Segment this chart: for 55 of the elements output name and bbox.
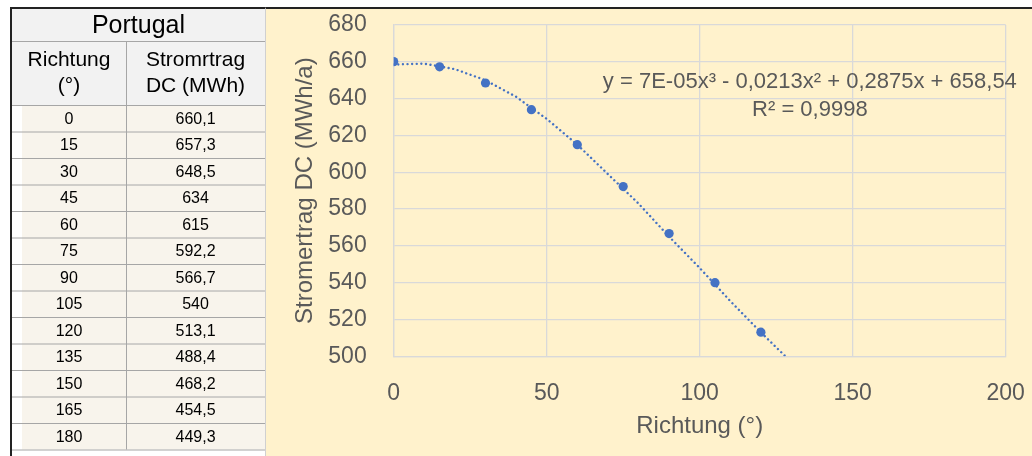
point [664,228,674,239]
y-tick-label: 620 [328,120,367,147]
y-tick-label: 540 [328,268,367,295]
point [572,140,582,150]
annotation: y = 7E-05x³ - 0,0213x² + 0,2875x + 658,54 [602,68,1017,94]
x-tick-label: Stromrtrag DC (MWh) [145,46,246,96]
y-tick-label: 30 [60,162,78,180]
data-label: 615 [182,215,209,233]
y-tick-label: 660 [328,47,367,74]
point [756,327,766,337]
x-axis-title: Richtung (°) [636,411,764,439]
y-axis-title: Richtung (°) [27,46,111,96]
point [526,105,536,115]
annotation: R² = 0,9998 [752,96,868,122]
data-label: 592,2 [175,242,216,260]
x-tick-label: 200 [986,379,1025,406]
y-tick-label: 135 [55,348,83,366]
y-tick-label: 15 [60,136,78,154]
point [480,78,491,88]
y-tick-label: 520 [328,304,367,331]
data-label: 454,5 [175,401,216,419]
y-axis-title: Stromertrag DC (MWh/a) [289,57,317,324]
y-tick-label: 180 [55,427,83,445]
data-label: 449,3 [175,427,216,445]
data-label: 634 [182,189,209,207]
y-tick-label: 0 [64,109,74,127]
y-tick-label: 90 [60,268,78,286]
data-label: 660,1 [175,109,216,127]
data-label: 468,2 [175,374,216,392]
y-tick-label: 560 [328,231,367,258]
point [618,182,628,192]
y-tick-label: 680 [328,10,367,37]
point [435,62,445,72]
data-label: 513,1 [175,321,216,339]
data-label: 648,5 [175,162,216,180]
data-label: 657,3 [175,136,216,154]
y-tick-label: 500 [328,341,367,368]
point [710,278,720,288]
y-tick-label: 165 [55,401,83,419]
y-tick-label: 600 [328,157,367,184]
data-label: 566,7 [175,268,216,286]
y-tick-label: 105 [55,295,83,313]
x-tick-label: 150 [833,379,872,406]
y-tick-label: 45 [60,189,78,207]
y-tick-label: 75 [60,242,78,260]
y-tick-label: 580 [328,194,367,221]
y-tick-label: 60 [60,215,78,233]
chart-title: Portugal [91,9,186,38]
x-tick-label: 0 [387,379,401,406]
data-label: 540 [182,295,209,313]
x-tick-label: 50 [533,379,560,406]
x-tick-label: 100 [680,379,719,406]
data-label: 488,4 [175,348,216,366]
y-tick-label: 120 [55,321,83,339]
y-tick-label: 640 [328,83,367,110]
